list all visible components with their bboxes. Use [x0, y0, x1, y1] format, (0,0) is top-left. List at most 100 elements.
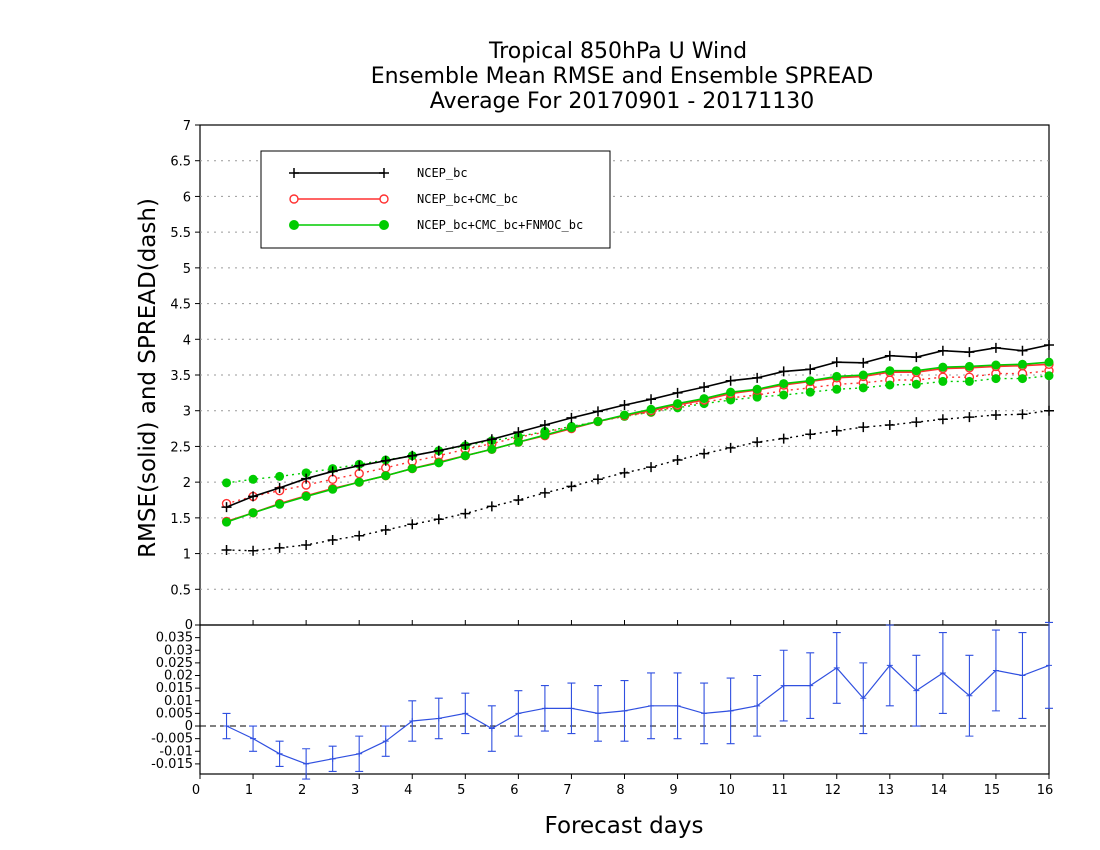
filled-circle-marker: [964, 361, 974, 371]
plus-marker: [911, 352, 922, 363]
filled-circle-marker: [222, 517, 232, 527]
filled-circle-marker: [301, 491, 311, 501]
y-tick-label: 0.005: [156, 706, 193, 721]
y-tick-label: 1.5: [170, 512, 191, 527]
plus-marker: [807, 682, 814, 689]
x-tick-label: 3: [351, 783, 359, 798]
plus-marker: [621, 707, 628, 714]
plus-marker: [1046, 662, 1052, 669]
plus-marker: [462, 710, 469, 717]
plus-marker: [301, 473, 312, 484]
series-ncep-bc-cmc-bc-dash: [221, 366, 1054, 509]
x-tick-label: 12: [824, 783, 841, 798]
filled-circle-marker: [434, 458, 444, 468]
plus-marker: [407, 519, 418, 530]
plus-marker: [1017, 345, 1028, 356]
plus-marker: [911, 417, 922, 428]
plus-marker: [435, 715, 442, 722]
filled-circle-marker: [752, 392, 762, 402]
series-difference: [222, 621, 1053, 780]
filled-circle-marker: [885, 380, 895, 390]
difference-panel: -0.015-0.01-0.00500.0050.010.0150.020.02…: [151, 618, 1053, 798]
filled-circle-marker: [858, 370, 868, 380]
filled-circle-marker: [938, 376, 948, 386]
filled-circle-marker: [354, 477, 364, 487]
plus-marker: [539, 487, 550, 498]
plus-marker: [250, 735, 257, 742]
plus-marker: [486, 434, 497, 445]
filled-circle-marker: [566, 423, 576, 433]
plus-marker: [380, 525, 391, 535]
filled-circle-marker: [858, 383, 868, 393]
plus-marker: [289, 168, 299, 178]
plus-marker: [727, 707, 734, 714]
plus-marker: [539, 420, 550, 430]
filled-circle-marker: [726, 387, 736, 397]
series-line: [226, 375, 1050, 484]
plus-marker: [380, 455, 391, 466]
x-tick-label: 10: [718, 783, 735, 798]
filled-circle-marker: [832, 371, 842, 381]
y-tick-label: -0.015: [151, 757, 193, 772]
filled-circle-marker: [911, 366, 921, 376]
y-tick-label: 0.035: [156, 631, 193, 646]
plus-marker: [752, 437, 763, 448]
plus-marker: [754, 702, 761, 709]
filled-circle-marker: [779, 390, 789, 400]
legend-label: NCEP_bc+CMC_bc: [417, 192, 518, 206]
y-tick-label: 6.5: [170, 155, 191, 170]
plus-marker: [303, 760, 310, 767]
y-tick-label: 0.02: [164, 669, 193, 684]
plus-marker: [990, 342, 1001, 353]
open-circle-marker: [327, 474, 338, 484]
plus-marker: [460, 508, 471, 519]
plus-marker: [327, 466, 338, 477]
plus-marker: [221, 545, 232, 555]
filled-circle-marker: [752, 384, 762, 394]
plus-marker: [354, 530, 365, 541]
y-tick-label: 5: [183, 262, 191, 277]
plus-marker: [619, 400, 630, 410]
plus-marker: [752, 372, 763, 383]
filled-circle-marker: [275, 499, 285, 509]
filled-circle-marker: [1044, 357, 1054, 367]
legend-entry: NCEP_bc+CMC_bc+FNMOC_bc: [289, 218, 583, 232]
filled-circle-marker: [222, 478, 232, 488]
plus-marker: [486, 501, 497, 512]
plus-marker: [699, 382, 710, 393]
y-tick-label: 0.015: [156, 681, 193, 696]
plus-marker: [223, 723, 230, 730]
filled-circle-marker: [726, 395, 736, 405]
series-ncep-bc-cmc-bc-fnmoc-bc-solid: [222, 357, 1054, 527]
plus-marker: [884, 350, 895, 361]
x-tick-label: 13: [878, 783, 895, 798]
plus-marker: [780, 682, 787, 689]
filled-circle-marker: [487, 444, 497, 454]
x-tick-label: 0: [192, 783, 200, 798]
plus-marker: [805, 364, 816, 375]
plus-marker: [648, 702, 655, 709]
y-tick-label: 0.5: [170, 583, 191, 598]
filled-circle-marker: [248, 474, 258, 484]
y-tick-label: 5.5: [170, 226, 191, 241]
x-tick-label: 2: [298, 783, 306, 798]
x-tick-label: 15: [984, 783, 1001, 798]
filled-circle-marker: [805, 387, 815, 397]
x-tick-label: 1: [245, 783, 253, 798]
series-line: [226, 363, 1050, 523]
plus-marker: [382, 738, 389, 745]
plus-marker: [725, 442, 736, 453]
legend: NCEP_bc NCEP_bc+CMC_bc NCEP_bc+CMC_bc+FNMO…: [260, 150, 611, 249]
plus-marker: [831, 357, 842, 368]
series-line: [226, 361, 1050, 523]
plus-marker: [513, 495, 524, 505]
plus-marker: [433, 445, 444, 456]
y-tick-label: 0: [185, 719, 193, 734]
open-circle-marker: [354, 468, 364, 479]
plus-marker: [327, 535, 338, 545]
plus-marker: [674, 702, 681, 709]
y-tick-label: -0.01: [159, 744, 193, 759]
series-ncep-bc-cmc-bc-solid: [221, 359, 1054, 527]
series-line: [226, 664, 1050, 765]
series-line: [226, 410, 1050, 552]
